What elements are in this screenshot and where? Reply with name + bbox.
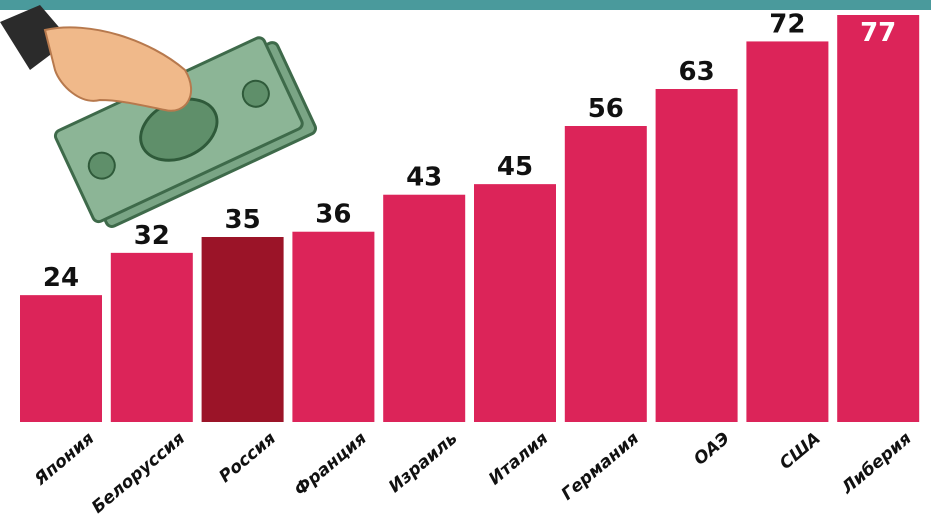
x-tick-label: Япония (30, 428, 98, 490)
value-label: 35 (225, 205, 261, 235)
value-label: 43 (406, 163, 442, 193)
bar (474, 184, 556, 422)
x-tick-label: Италия (485, 428, 552, 489)
value-label: 36 (315, 200, 351, 230)
value-label: 32 (134, 221, 170, 251)
bar (292, 232, 374, 422)
bar (565, 126, 647, 422)
bar (202, 237, 284, 422)
x-tick-label: Россия (216, 428, 280, 487)
x-tick-label: Либерия (837, 428, 915, 498)
bar (20, 295, 102, 422)
value-label: 45 (497, 152, 533, 182)
bar (111, 253, 193, 422)
value-label: 56 (588, 94, 624, 124)
value-label: 24 (43, 263, 79, 293)
value-label: 72 (769, 9, 805, 39)
x-tick-label: Израиль (385, 429, 461, 498)
value-label: 63 (679, 57, 715, 87)
bar (383, 195, 465, 422)
x-tick-label: Белоруссия (88, 428, 189, 517)
x-tick-label: ОАЭ (690, 429, 734, 470)
bar (837, 15, 919, 422)
money-illustration (0, 5, 317, 233)
chart: 24 Япония 32 Белоруссия 35 Россия 36 Франция 43 И… (0, 0, 931, 523)
x-tick-label: Германия (558, 428, 643, 504)
x-tick-label: Франция (291, 428, 371, 500)
bar (656, 89, 738, 422)
x-tick-label: США (776, 429, 825, 474)
bar (746, 41, 828, 422)
value-label: 77 (860, 18, 896, 48)
